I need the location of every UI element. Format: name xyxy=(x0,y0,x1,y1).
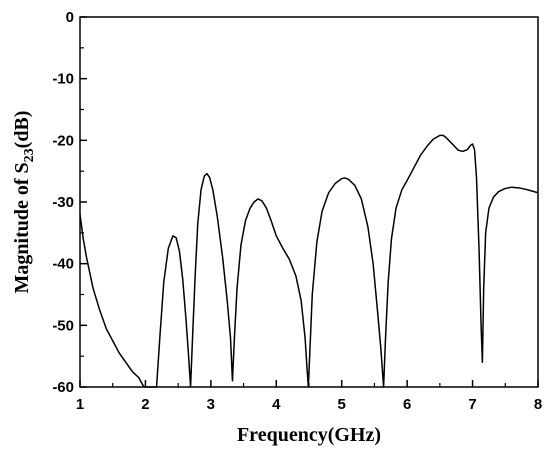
x-tick-labels: 1 2 3 4 5 6 7 8 xyxy=(76,396,542,413)
y-axis-title-subscript: 23 xyxy=(22,148,37,162)
y-tick-label: -40 xyxy=(52,256,74,273)
plot-area xyxy=(79,16,539,388)
y-axis-title-suffix: (dB) xyxy=(11,111,33,149)
x-tick-label: 5 xyxy=(338,396,346,413)
y-tick-label: -60 xyxy=(52,379,74,396)
y-tick-label: 0 xyxy=(66,9,74,26)
x-axis-ticks xyxy=(79,380,539,387)
s23-magnitude-line xyxy=(79,134,539,388)
x-tick-label: 6 xyxy=(403,396,411,413)
x-tick-label: 7 xyxy=(468,396,476,413)
x-tick-label: 1 xyxy=(76,396,84,413)
x-tick-label: 8 xyxy=(534,396,542,413)
y-tick-label: -10 xyxy=(52,71,74,88)
x-axis-title: Frequency(GHz) xyxy=(237,424,381,446)
y-axis-title: Magnitude of S23(dB) xyxy=(11,111,37,294)
y-axis-ticks xyxy=(80,16,87,388)
y-axis-title-prefix: Magnitude of S xyxy=(11,162,33,293)
x-tick-label: 2 xyxy=(141,396,149,413)
y-tick-labels: 0 -10 -20 -30 -40 -50 -60 xyxy=(52,9,74,396)
plot-frame xyxy=(79,16,539,388)
x-tick-label: 3 xyxy=(207,396,215,413)
y-tick-label: -30 xyxy=(52,194,74,211)
x-tick-label: 4 xyxy=(272,396,281,413)
y-tick-label: -50 xyxy=(52,317,74,334)
y-tick-label: -20 xyxy=(52,132,74,149)
